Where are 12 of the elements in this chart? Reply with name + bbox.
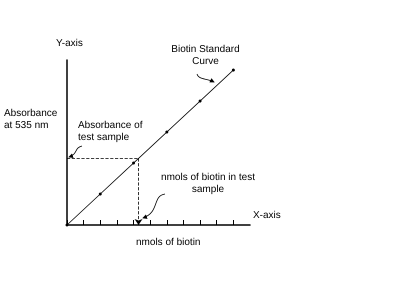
- annotation: nmols of biotin in test sample: [160, 172, 256, 196]
- y-axis-title: Absorbance at 535 nm: [4, 108, 58, 132]
- point: [198, 100, 202, 103]
- text: Biotin Standard Curve: [170, 44, 241, 68]
- text: Y-axis: [56, 38, 83, 50]
- text: X-axis: [253, 210, 281, 222]
- point: [232, 68, 235, 72]
- point: [132, 162, 136, 165]
- point: [98, 192, 102, 196]
- x-axis-title: nmols of biotin: [136, 237, 200, 249]
- point: [165, 130, 168, 134]
- annotation: Absorbance of test sample: [78, 120, 144, 144]
